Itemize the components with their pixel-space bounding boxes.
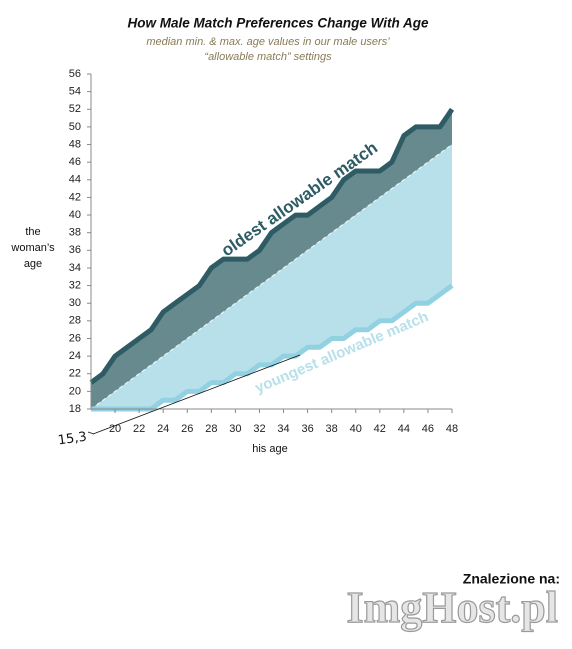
y-tick-label: 22 [69,368,81,380]
x-tick-label: 22 [133,423,145,435]
x-tick-label: 44 [398,423,410,435]
x-tick-label: 28 [205,423,217,435]
y-tick-label: 50 [69,121,81,133]
plot-area: 18 20 22 24 26 28 30 32 34 36 38 40 42 44 46 48 50 52 54 56… [69,68,458,435]
footer-label: Znalezione na: [463,571,560,587]
area [91,144,452,409]
subtitle: median min. & max. age values in our mal… [146,36,390,48]
x-tick-label: 40 [350,423,362,435]
watermark: ImgHost.pl [347,583,558,632]
x-axis-label: his age [252,443,287,455]
y-axis-label: woman’s [10,242,55,254]
diagonal-line [90,144,453,410]
x-tick-label: 34 [277,423,289,435]
y-tick-label: 18 [69,403,81,415]
hand-drawn-line [92,354,301,435]
y-tick-label: 46 [69,156,81,168]
x-tick-label: 38 [326,423,338,435]
x-tick-label: 46 [422,423,434,435]
y-tick-label: 42 [69,191,81,203]
y-tick-label: 44 [69,174,81,186]
y-tick-label: 56 [69,68,81,80]
annotation: 15,3 [57,430,88,449]
y-tick-label: 32 [69,279,81,291]
x-tick-label: 30 [229,423,241,435]
subtitle: “allowable match” settings [204,51,332,63]
y-tick-label: 28 [69,315,81,327]
y-tick-label: 36 [69,244,81,256]
x-tick-label: 24 [157,423,169,435]
y-axis-label: the [25,226,40,238]
x-tick-label: 32 [253,423,265,435]
y-tick-label: 54 [69,86,81,98]
area [91,109,452,410]
y-tick-label: 26 [69,332,81,344]
y-tick-label: 20 [69,385,81,397]
y-tick-label: 24 [69,350,81,362]
y-axis-label: age [24,258,42,270]
x-tick-label: 26 [181,423,193,435]
series-line [89,107,455,385]
chart-title: How Male Match Preferences Change With A… [128,16,429,31]
x-tick-label: 42 [374,423,386,435]
y-tick-label: 30 [69,297,81,309]
y-tick-label: 48 [69,138,81,150]
y-tick-label: 38 [69,227,81,239]
y-tick-label: 34 [69,262,81,274]
y-tick-label: 40 [69,209,81,221]
x-tick-label: 48 [446,423,458,435]
x-tick-label: 36 [301,423,313,435]
x-tick-label: 20 [109,423,121,435]
y-tick-label: 52 [69,103,81,115]
hand-drawn-line [87,431,95,435]
